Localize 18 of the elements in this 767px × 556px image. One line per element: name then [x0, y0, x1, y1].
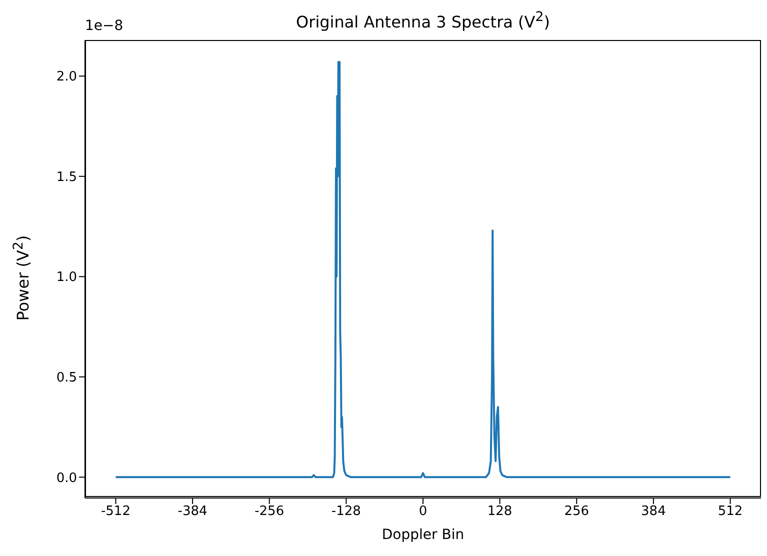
line-series: [114, 61, 732, 478]
x-tick-label: -512: [100, 504, 130, 520]
x-axis-title: Doppler Bin: [380, 527, 466, 543]
y-tick-label: 0.0: [56, 470, 77, 486]
text: 1e−8: [85, 18, 124, 34]
x-tick-label: 512: [718, 504, 743, 520]
x-tick-label: 0: [418, 504, 428, 520]
x-tick-label: 128: [487, 504, 512, 520]
x-tick-label: -384: [178, 504, 208, 520]
x-tick-label: 256: [564, 504, 590, 520]
chart-title: Original Antenna 3 Spectra (V$^{2}$): [296, 10, 550, 32]
x-tick-label: 384: [641, 504, 666, 520]
y-tick-label: 1.5: [56, 170, 77, 185]
x-tick-label: -128: [331, 504, 361, 520]
x-tick-label: -256: [254, 504, 284, 520]
y-tick-label: 1.0: [56, 270, 77, 286]
y-tick-label: 0.5: [56, 370, 77, 386]
y-tick-label: 2.0: [56, 70, 77, 85]
